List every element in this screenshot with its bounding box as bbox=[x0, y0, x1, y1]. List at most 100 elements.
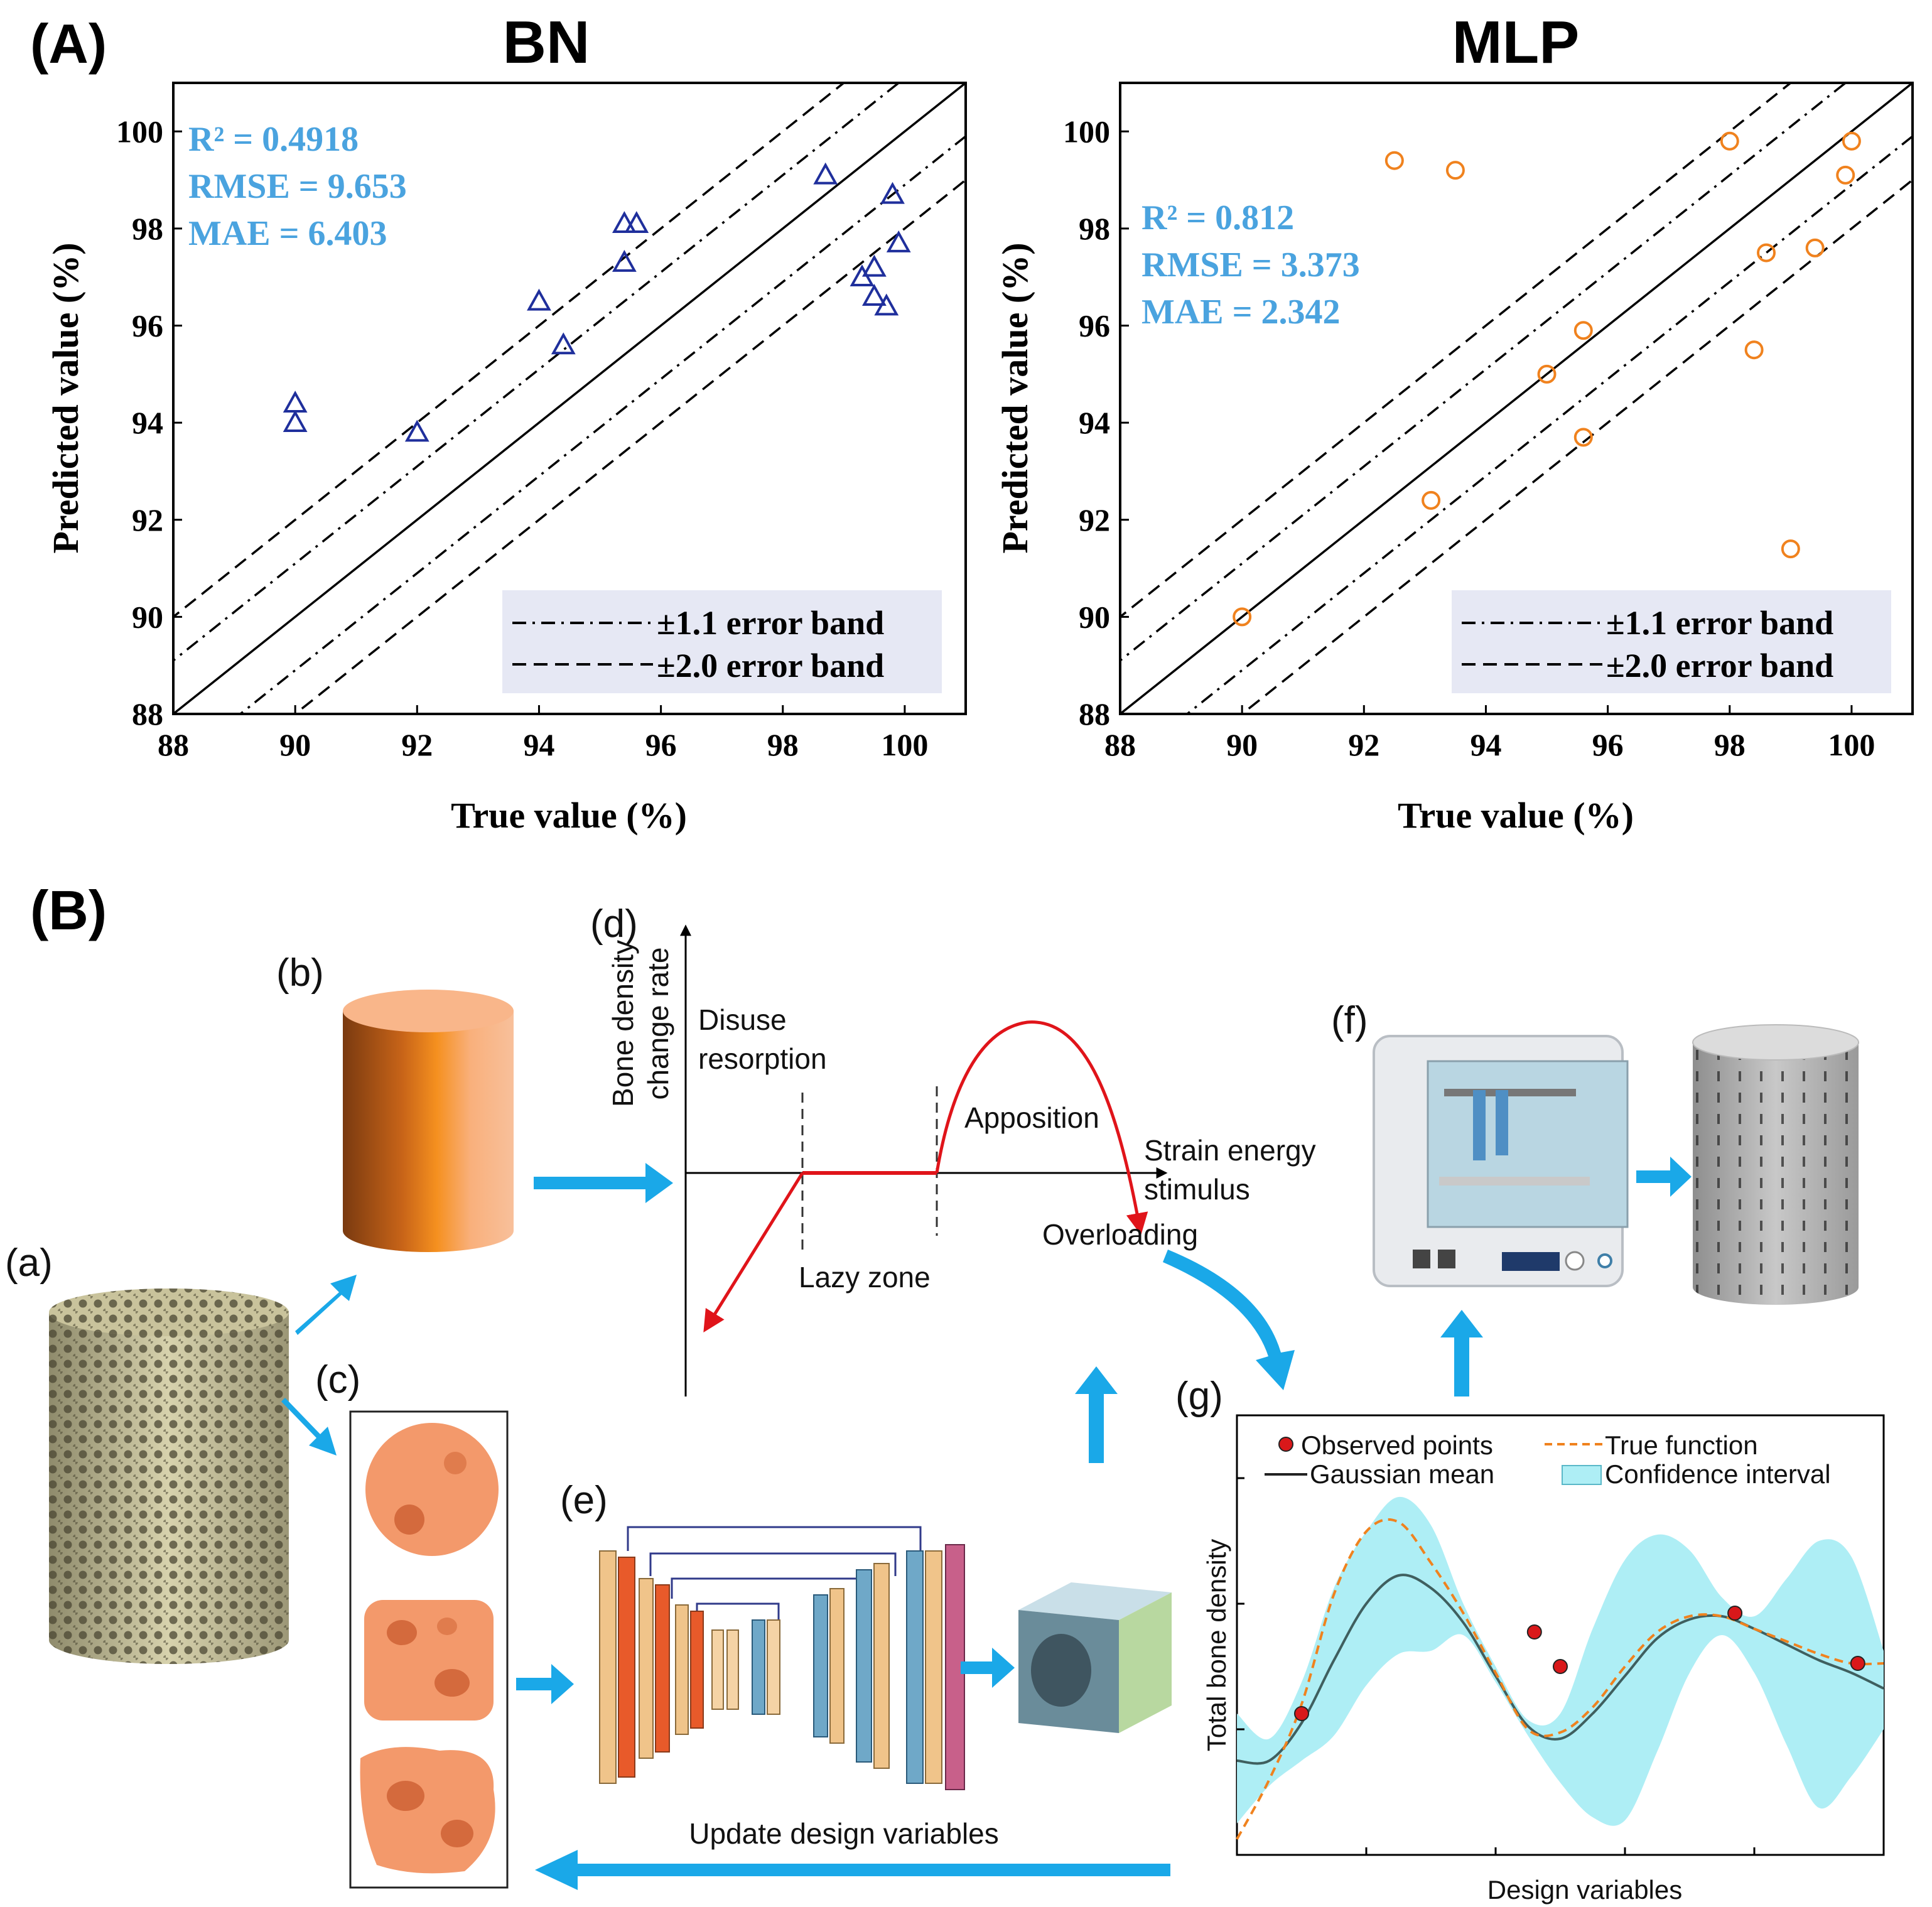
bn-point-2 bbox=[404, 419, 429, 442]
mlp-ticks: 88 90 92 94 96 98 100 88 90 92 94 96 98 100 bbox=[1063, 114, 1875, 762]
lattice-cylinder-texture bbox=[49, 1312, 289, 1664]
bn-legend-label-2: ±2.0 error band bbox=[657, 647, 884, 684]
unit-cell-1-hole-2 bbox=[444, 1452, 467, 1474]
encoder-block-6 bbox=[690, 1611, 704, 1729]
decoder-block-6 bbox=[873, 1563, 890, 1769]
mlp-point-6 bbox=[1573, 428, 1593, 447]
bn-ticks: 88 90 92 94 96 98 100 88 90 92 94 96 98 100 bbox=[116, 114, 928, 762]
printed-cylinder-top bbox=[1692, 1024, 1859, 1061]
disuse-label-2: resorption bbox=[698, 1042, 827, 1075]
mlp-y-axis-label: Predicted value (%) bbox=[995, 242, 1035, 553]
mlp-xtick-label-6: 100 bbox=[1828, 727, 1875, 762]
mlp-ytick-label-3: 94 bbox=[1079, 405, 1110, 440]
disuse-label-1: Disuse bbox=[698, 1003, 787, 1036]
bn-legend: ±1.1 error band ±2.0 error band bbox=[502, 590, 942, 693]
unit-cell-1-body bbox=[365, 1423, 499, 1556]
bn-identity-line bbox=[173, 83, 966, 714]
lattice-cylinder-top-texture bbox=[49, 1288, 289, 1336]
decoder-block-8 bbox=[925, 1550, 942, 1784]
gp-observed-point-1 bbox=[1526, 1624, 1542, 1640]
bn-point-14 bbox=[886, 230, 911, 252]
output-cube-spot bbox=[1031, 1634, 1091, 1707]
bn-legend-label-1: ±1.1 error band bbox=[657, 604, 884, 642]
gp-gaussian-mean-line bbox=[1236, 1574, 1884, 1765]
remodeling-ylabel-2: change rate bbox=[642, 948, 674, 1100]
mlp-point-3 bbox=[1445, 161, 1465, 180]
bn-band-minus-1-1 bbox=[238, 134, 966, 714]
mlp-ytick-label-4: 96 bbox=[1079, 308, 1110, 343]
printer-window bbox=[1427, 1060, 1629, 1228]
mlp-point-11 bbox=[1805, 238, 1825, 257]
unit-cell-2-hole-3 bbox=[437, 1618, 457, 1635]
bn-rmse-stat: RMSE = 9.653 bbox=[188, 167, 407, 206]
printer-bed bbox=[1439, 1177, 1590, 1186]
bn-ytick-label-6: 100 bbox=[116, 114, 163, 149]
gp-observed-point-3 bbox=[1850, 1656, 1865, 1671]
mlp-band-lines bbox=[1120, 83, 1913, 714]
bn-point-10 bbox=[861, 254, 887, 277]
printer-port-1 bbox=[1413, 1250, 1430, 1268]
printed-cylinder bbox=[1692, 1024, 1859, 1305]
bn-point-8 bbox=[813, 162, 838, 185]
bn-xtick-label-1: 90 bbox=[279, 727, 311, 762]
mlp-rmse-stat: RMSE = 3.373 bbox=[1141, 246, 1360, 284]
printer-nozzle-2 bbox=[1496, 1090, 1508, 1155]
decoder-block-2 bbox=[767, 1619, 780, 1715]
bn-mae-stat: MAE = 6.403 bbox=[188, 214, 387, 253]
printer-power bbox=[1597, 1253, 1612, 1268]
mlp-point-13 bbox=[1842, 131, 1861, 151]
arrow-update-loop bbox=[535, 1850, 1170, 1890]
decoder-blocks bbox=[752, 1544, 965, 1790]
bn-band-lines bbox=[173, 83, 966, 714]
apposition-label: Apposition bbox=[964, 1101, 1099, 1134]
encoder-block-1 bbox=[599, 1550, 617, 1784]
mlp-point-1 bbox=[1384, 151, 1404, 170]
overloading-label: Overloading bbox=[1042, 1218, 1198, 1251]
bn-point-6 bbox=[612, 249, 637, 272]
lattice-cylinder bbox=[49, 1288, 289, 1664]
gp-y-axis-label: Total bone density bbox=[1202, 1539, 1231, 1752]
bn-data-points bbox=[283, 162, 911, 442]
unit-cell-2 bbox=[364, 1600, 494, 1721]
printer-nozzle-1 bbox=[1473, 1090, 1486, 1160]
mlp-xtick-label-1: 90 bbox=[1226, 727, 1258, 762]
mlp-xtick-label-4: 96 bbox=[1592, 727, 1624, 762]
bn-point-7 bbox=[624, 211, 649, 233]
unit-cell-2-hole-1 bbox=[387, 1620, 417, 1645]
panel-b-label: (B) bbox=[30, 879, 107, 941]
sub-label-b: (b) bbox=[276, 951, 324, 995]
bn-point-5 bbox=[612, 211, 637, 233]
mlp-ytick-label-2: 92 bbox=[1079, 502, 1110, 538]
mlp-band-minus-1-1 bbox=[1185, 134, 1913, 714]
mlp-point-0 bbox=[1233, 607, 1252, 627]
mlp-xtick-label-2: 92 bbox=[1348, 727, 1379, 762]
mlp-scatter-chart: MLP 88 90 92 94 96 98 100 88 90 92 94 96 98 100 R² = … bbox=[995, 9, 1914, 836]
gp-legend: Observed points True function Gaussian m… bbox=[1265, 1430, 1831, 1489]
arrow-a-to-c bbox=[281, 1398, 337, 1456]
gp-legend-ci-label: Confidence interval bbox=[1605, 1459, 1831, 1489]
mlp-band-plus-2-0 bbox=[1120, 83, 1793, 619]
mlp-point-8 bbox=[1744, 340, 1764, 360]
remodeling-ylabel-1: Bone density bbox=[607, 940, 639, 1107]
encoder-block-5 bbox=[675, 1604, 689, 1735]
resorption-curve bbox=[703, 1172, 804, 1332]
mlp-ytick-label-1: 90 bbox=[1079, 599, 1110, 634]
bn-point-4 bbox=[551, 332, 576, 355]
mlp-legend: ±1.1 error band ±2.0 error band bbox=[1452, 590, 1891, 693]
bn-xtick-label-6: 100 bbox=[881, 727, 928, 762]
encoder-block-3 bbox=[639, 1578, 654, 1759]
printer-knob bbox=[1565, 1251, 1585, 1271]
arrow-cube-up bbox=[1075, 1366, 1118, 1463]
sub-label-d: (d) bbox=[590, 902, 638, 946]
mlp-point-2 bbox=[1422, 490, 1441, 510]
decoder-block-5 bbox=[856, 1569, 872, 1763]
mlp-point-9 bbox=[1757, 243, 1776, 262]
mlp-xtick-label-3: 94 bbox=[1470, 727, 1501, 762]
solid-cylinder bbox=[343, 990, 514, 1252]
panel-a-label: (A) bbox=[30, 13, 107, 75]
output-cube-top bbox=[1018, 1582, 1172, 1620]
unit-cell-2-hole-2 bbox=[434, 1669, 470, 1697]
arrow-a-to-b bbox=[295, 1275, 357, 1335]
